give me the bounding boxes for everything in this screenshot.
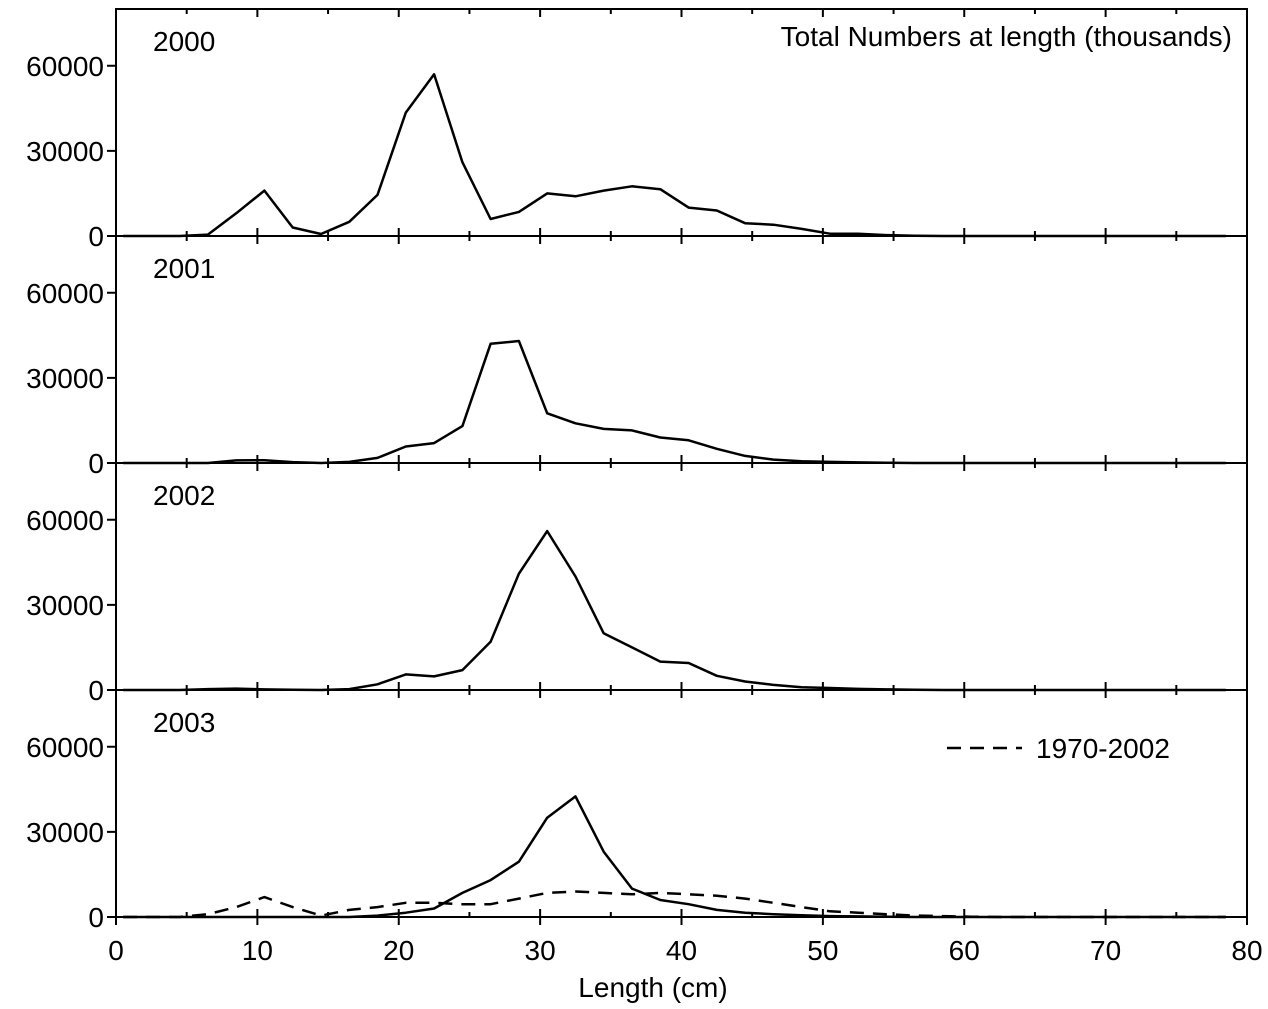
panel-label: 2000 (153, 26, 215, 57)
y-tick-label: 30000 (26, 590, 104, 621)
x-tick-label: 0 (108, 935, 124, 966)
y-tick-label: 60000 (26, 278, 104, 309)
x-tick-label: 80 (1231, 935, 1262, 966)
y-tick-label: 60000 (26, 505, 104, 536)
x-tick-label: 20 (383, 935, 414, 966)
x-tick-label: 70 (1090, 935, 1121, 966)
x-tick-label: 40 (666, 935, 697, 966)
x-axis-title: Length (cm) (578, 972, 727, 1003)
y-tick-label: 0 (88, 902, 104, 933)
panel-frame (115, 235, 1248, 464)
y-tick-label: 60000 (26, 732, 104, 763)
y-tick-label: 30000 (26, 136, 104, 167)
panel-label: 2001 (153, 253, 215, 284)
x-tick-label: 50 (807, 935, 838, 966)
x-tick-label: 30 (525, 935, 556, 966)
series-line-solid (123, 795, 1226, 919)
panel-label: 2003 (153, 707, 215, 738)
legend-label: 1970-2002 (1036, 733, 1170, 764)
y-tick-label: 0 (88, 675, 104, 706)
series-line-solid (123, 339, 1226, 465)
panel-2003: 0 30000 60000 2003 1970-2002 (26, 689, 1248, 933)
y-tick-label: 30000 (26, 817, 104, 848)
panel-2001: 0 30000 60000 2001 (26, 235, 1248, 479)
y-tick-label: 30000 (26, 363, 104, 394)
series-line-dashed (123, 890, 1226, 919)
series-line-solid (123, 529, 1226, 692)
panel-frame (115, 689, 1248, 918)
series-line-solid (123, 73, 1226, 238)
y-tick-label: 0 (88, 221, 104, 252)
y-tick-label: 0 (88, 448, 104, 479)
legend: 1970-2002 (947, 733, 1170, 764)
panel-label: 2002 (153, 480, 215, 511)
chart-title: Total Numbers at length (thousands) (781, 21, 1232, 52)
x-tick-label: 60 (949, 935, 980, 966)
panel-2002: 0 30000 60000 2002 (26, 462, 1248, 706)
chart-panels: 0300006000020000300006000020010300006000… (26, 8, 1263, 966)
x-tick-label: 10 (242, 935, 273, 966)
panel-frame (115, 462, 1248, 691)
y-tick-label: 60000 (26, 51, 104, 82)
